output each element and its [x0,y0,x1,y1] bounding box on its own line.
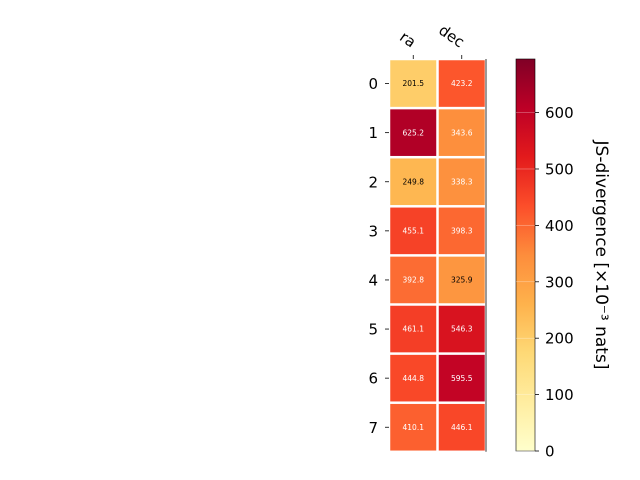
column-tick-label: dec [435,21,467,51]
row-tick-label: 4 [368,271,378,289]
cell-value-label: 392.8 [403,276,425,285]
heatmap-cell [438,256,485,304]
cell-value-label: 343.6 [451,128,473,137]
row-tick-label: 6 [368,370,378,388]
heatmap-cell [438,109,485,156]
cell-value-label: 595.5 [451,374,473,383]
heatmap-cell [438,354,485,402]
row-tick-label: 0 [368,75,378,93]
heatmap-cell [390,60,437,107]
colorbar-gradient [515,58,536,452]
colorbar-label: JS-divergence [×10⁻³ nats] [591,140,611,370]
cell-value-label: 410.1 [403,423,425,432]
row-tick-label: 2 [368,173,378,191]
cell-value-label: 423.2 [451,79,473,88]
cell-value-label: 461.1 [403,325,425,334]
colorbar-tick-label: 100 [545,386,574,404]
colorbar: 0 100 200 300 400 500 600 JS-divergence [×10⁻³ … [515,58,611,461]
heatmap-cell [390,158,437,206]
heatmap-grid: 201.5 423.2 625.2 343.6 249.8 338.3 455.1 398.3… [368,21,487,452]
column-tick-label: ra [396,28,419,52]
heatmap-cell [390,109,437,156]
cell-value-label: 398.3 [451,226,473,235]
cell-value-label: 455.1 [403,226,425,235]
cell-value-label: 201.5 [403,79,425,88]
row-tick-label: 5 [368,321,378,339]
cell-value-label: 325.9 [451,276,473,285]
colorbar-tick-label: 600 [545,104,574,122]
cell-value-label: 338.3 [451,177,473,186]
heatmap-cell [438,60,485,107]
colorbar-tick-label: 500 [545,160,574,178]
cell-value-label: 444.8 [403,374,425,383]
heatmap-cell [390,207,437,255]
heatmap-cell [438,158,485,206]
colorbar-tick-label: 0 [545,443,555,461]
colorbar-tick-label: 200 [545,330,574,348]
cell-value-label: 446.1 [451,423,473,432]
heatmap-cell [390,305,437,353]
heatmap-cell [438,305,485,353]
cell-value-label: 249.8 [403,177,425,186]
row-tick-label: 1 [368,124,378,142]
colorbar-tick-label: 400 [545,217,574,235]
colorbar-tick-label: 300 [545,273,574,291]
heatmap-cell [438,207,485,255]
heatmap-cell [438,403,485,451]
heatmap-cell [390,403,437,451]
cell-value-label: 546.3 [451,325,473,334]
heatmap-cell [390,256,437,304]
row-tick-label: 3 [368,222,378,240]
cell-value-label: 625.2 [403,128,425,137]
row-tick-label: 7 [368,419,378,437]
heatmap-cell [390,354,437,402]
